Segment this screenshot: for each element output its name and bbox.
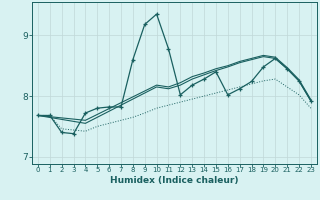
X-axis label: Humidex (Indice chaleur): Humidex (Indice chaleur) <box>110 176 239 185</box>
